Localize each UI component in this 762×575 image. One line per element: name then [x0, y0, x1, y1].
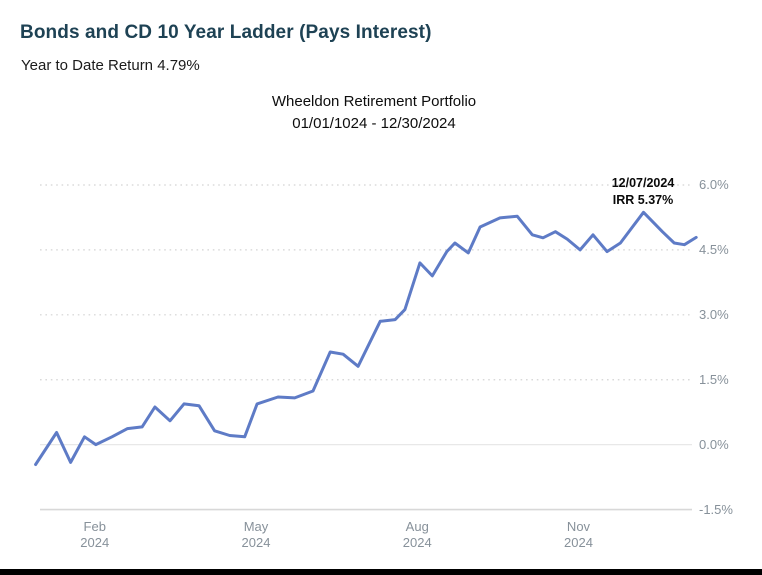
- y-tick-label: 6.0%: [699, 177, 729, 192]
- x-tick-month: Aug: [405, 519, 429, 534]
- bottom-border-bar: [0, 569, 762, 575]
- y-tick-label: -1.5%: [699, 501, 733, 517]
- x-tick-month: May: [243, 519, 269, 534]
- y-tick-label: 4.5%: [699, 241, 729, 257]
- x-tick-year: 2024: [241, 535, 271, 550]
- y-tick-label: 1.5%: [699, 371, 729, 387]
- peak-annotation: 12/07/2024 IRR 5.37%: [612, 175, 675, 209]
- x-tick-year: 2024: [402, 535, 432, 550]
- x-tick-month: Nov: [566, 519, 591, 534]
- x-tick-label: May 2024: [242, 519, 271, 551]
- y-tick-label: 0.0%: [699, 436, 729, 452]
- x-tick-year: 2024: [564, 535, 593, 550]
- x-tick-label: Nov 2024: [564, 519, 593, 551]
- chart-title-block: Wheeldon Retirement Portfolio 01/01/1024…: [0, 91, 748, 135]
- page-title: Bonds and CD 10 Year Ladder (Pays Intere…: [20, 22, 432, 43]
- x-tick-month: Feb: [83, 519, 106, 534]
- peak-annotation-irr: IRR 5.37%: [612, 193, 674, 208]
- ytd-return-subtitle: Year to Date Return 4.79%: [21, 57, 200, 74]
- chart-title: Wheeldon Retirement Portfolio: [271, 93, 477, 110]
- x-tick-label: Feb 2024: [80, 519, 109, 551]
- y-tick-label: 3.0%: [699, 306, 729, 322]
- x-tick-label: Aug 2024: [403, 519, 432, 551]
- series-line: [34, 210, 698, 466]
- peak-annotation-date: 12/07/2024: [611, 176, 675, 191]
- chart-date-range: 01/01/1024 - 12/30/2024: [292, 115, 456, 132]
- x-tick-year: 2024: [80, 535, 110, 550]
